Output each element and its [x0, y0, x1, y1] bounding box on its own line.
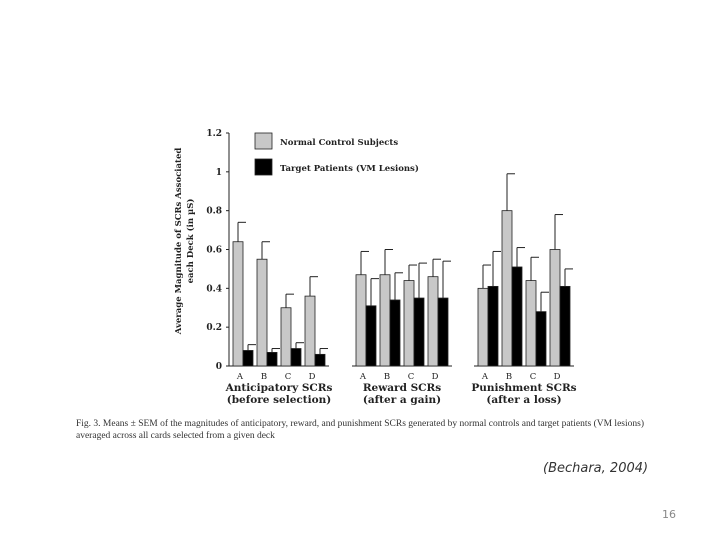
- x-category-label: A: [481, 372, 489, 382]
- bar-patient: [487, 285, 499, 367]
- x-category-label: D: [309, 372, 316, 382]
- group-sublabel: (before selection): [227, 394, 331, 406]
- group-sublabel: (after a gain): [363, 394, 441, 406]
- x-category-label: C: [408, 372, 415, 382]
- legend-label: Target Patients (VM Lesions): [280, 163, 419, 174]
- legend-swatch: [254, 158, 273, 176]
- x-category-label: D: [554, 372, 561, 382]
- bar-control: [304, 295, 316, 367]
- bar-control: [525, 280, 537, 367]
- y-tick-label: 1.2: [206, 129, 222, 139]
- bar-patient: [290, 348, 302, 367]
- group-label: Anticipatory SCRs: [225, 382, 333, 394]
- y-axis-title: each Deck (in µS): [185, 199, 196, 284]
- bar-control: [232, 241, 244, 367]
- x-category-label: A: [359, 372, 367, 382]
- group-label: Punishment SCRs: [471, 382, 576, 394]
- bar-patient: [365, 305, 377, 367]
- x-category-label: A: [236, 372, 244, 382]
- y-tick-label: 0: [216, 362, 222, 372]
- bar-patient: [314, 353, 326, 367]
- group-sublabel: (after a loss): [486, 394, 561, 406]
- y-tick-label: 0.2: [206, 323, 222, 333]
- bar-patient: [413, 297, 425, 367]
- bar-patient: [389, 299, 401, 367]
- bar-control: [549, 249, 561, 367]
- bar-control: [379, 274, 391, 367]
- bar-patient: [242, 350, 254, 367]
- bar-patient: [437, 297, 449, 367]
- x-category-label: B: [384, 372, 390, 382]
- legend-swatch: [254, 132, 273, 150]
- bar-control: [403, 280, 415, 367]
- x-category-label: C: [530, 372, 537, 382]
- bar-control: [501, 210, 513, 367]
- y-axis-title: Average Magnitude of SCRs Associated: [174, 148, 184, 336]
- figure-caption: Fig. 3. Means ± SEM of the magnitudes of…: [76, 419, 644, 441]
- bar-control: [477, 287, 489, 367]
- y-tick-label: 0.6: [206, 246, 222, 256]
- bar-control: [256, 258, 268, 367]
- legend-label: Normal Control Subjects: [280, 138, 398, 148]
- chart: 0 0.2 0.4 0.6 0.8 1 1.2 Average Magnitude of SC…: [174, 129, 577, 406]
- y-tick-label: 0.4: [206, 284, 222, 294]
- bar-patient: [535, 311, 547, 367]
- bar-patient: [266, 352, 278, 367]
- page-number: 16: [662, 508, 676, 521]
- citation: (Bechara, 2004): [543, 461, 649, 476]
- x-category-label: B: [506, 372, 512, 382]
- x-category-label: B: [261, 372, 267, 382]
- x-category-label: D: [432, 372, 439, 382]
- y-tick-label: 1: [216, 168, 222, 178]
- x-category-label: C: [285, 372, 292, 382]
- bar-control: [280, 307, 292, 367]
- y-tick-label: 0.8: [206, 207, 222, 217]
- bar-patient: [511, 266, 523, 367]
- bar-patient: [559, 285, 571, 367]
- bar-control: [355, 274, 367, 367]
- group-label: Reward SCRs: [363, 382, 441, 394]
- bar-control: [427, 276, 439, 367]
